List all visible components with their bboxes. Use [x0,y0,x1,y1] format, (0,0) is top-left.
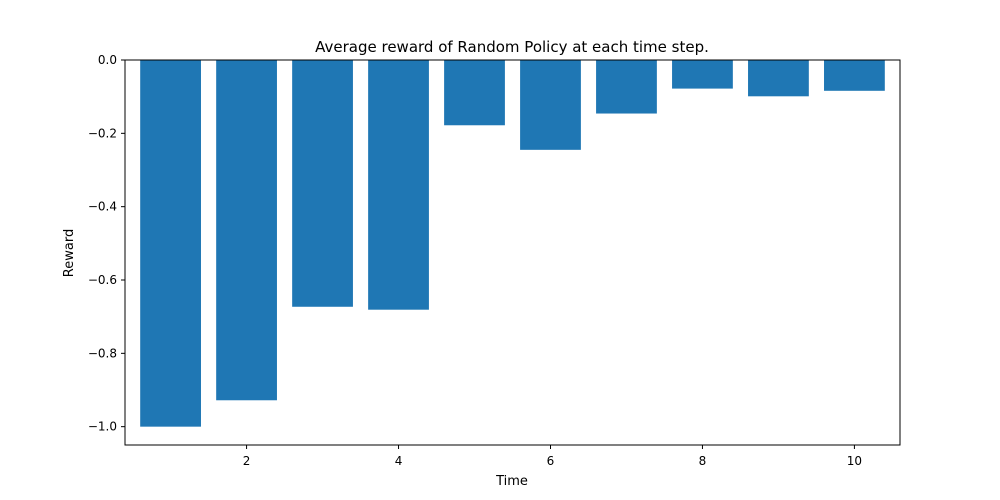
bar-t3 [292,60,353,307]
y-tick-label: −0.2 [88,126,117,140]
x-tick-label: 6 [547,454,555,468]
y-tick-label: −0.8 [88,346,117,360]
bar-t7 [596,60,657,114]
plot-frame [124,59,901,446]
x-tick-label: 8 [699,454,707,468]
y-tick-label: −1.0 [88,420,117,434]
bars-group [140,60,885,427]
bar-t10 [824,60,885,91]
x-tick-label: 10 [847,454,862,468]
bar-t5 [444,60,505,126]
y-tick-label: 0.0 [98,53,117,67]
x-ticks-group: 2 4 6 8 10 [243,445,862,468]
x-tick-label: 2 [243,454,251,468]
y-ticks-group: −1.0 −0.8 −0.6 −0.4 −0.2 0.0 [88,53,125,434]
y-tick-label: −0.4 [88,200,117,214]
bar-t1 [140,60,201,427]
y-tick-label: −0.6 [88,273,117,287]
y-axis-label: Reward [62,229,77,277]
bar-t2 [216,60,277,401]
bar-t4 [368,60,429,310]
x-tick-label: 4 [395,454,403,468]
chart-title: Average reward of Random Policy at each … [315,38,709,56]
bar-t6 [520,60,581,150]
bar-t8 [672,60,733,89]
bar-t9 [748,60,809,97]
x-axis-label: Time [495,474,528,489]
